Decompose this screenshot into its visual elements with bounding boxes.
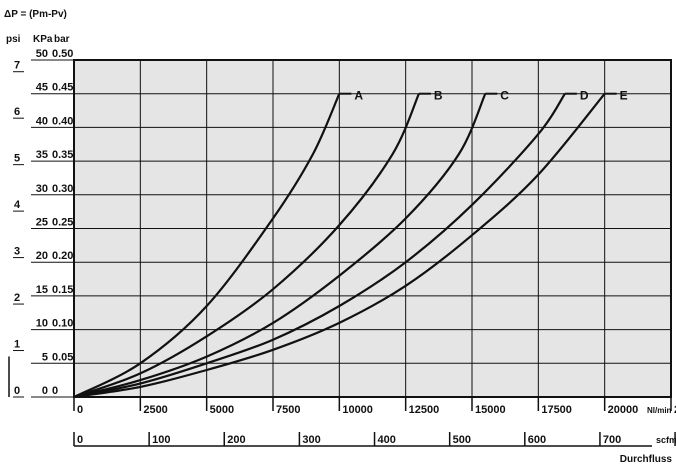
scfm-tick-label: 0 (77, 434, 83, 446)
nl-tick-label: 22500 (674, 404, 676, 416)
kpa-tick-label: 35 (36, 149, 48, 161)
psi-tick-label: 1 (14, 339, 20, 351)
bar-tick-label: 0.10 (52, 318, 73, 330)
nl-tick-label: 2500 (143, 404, 167, 416)
chart-title: ΔP = (Pm-Pv) (4, 9, 67, 20)
kpa-tick-label: 50 (36, 48, 48, 60)
bar-tick-label: 0.40 (52, 115, 73, 127)
bar-tick-label: 0.30 (52, 183, 73, 195)
kpa-tick-label: 20 (36, 250, 48, 262)
psi-tick-label: 5 (14, 153, 20, 165)
series-label-b: B (434, 89, 443, 103)
nl-unit-label: Nl/min (647, 406, 672, 415)
kpa-tick-label: 30 (36, 183, 48, 195)
kpa-tick-label: 40 (36, 115, 48, 127)
scfm-tick-label: 500 (453, 434, 471, 446)
scfm-tick-label: 700 (603, 434, 621, 446)
nl-tick-label: 5000 (210, 404, 234, 416)
series-line-a (73, 93, 341, 398)
kpa-tick-label: 10 (36, 318, 48, 330)
nl-tick-label: 10000 (342, 404, 373, 416)
unit-label-psi: psi (6, 34, 21, 45)
series-label-d: D (580, 89, 589, 103)
psi-tick-label: 3 (14, 246, 20, 258)
bar-tick-label: 0.45 (52, 82, 73, 94)
kpa-tick-label: 5 (42, 351, 48, 363)
nl-tick-label: 12500 (409, 404, 440, 416)
x-axis-label: Durchfluss (620, 454, 673, 465)
bar-tick-label: 0.50 (52, 48, 73, 60)
scfm-tick-label: 300 (302, 434, 320, 446)
scfm-tick-label: 200 (227, 434, 245, 446)
kpa-tick-label: 15 (36, 284, 48, 296)
series-line-e (73, 93, 606, 399)
bar-tick-label: 0.20 (52, 250, 73, 262)
bar-tick-label: 0.25 (52, 217, 73, 229)
series-label-c: C (500, 89, 509, 103)
psi-tick-label: 0 (14, 385, 20, 397)
series-lines: A B C D E (73, 89, 628, 399)
unit-label-kpa: KPa (33, 34, 53, 45)
psi-tick-label: 2 (14, 292, 20, 304)
bar-tick-label: 0.05 (52, 351, 73, 363)
scfm-unit-label: scfm (656, 435, 676, 445)
scfm-tick-label: 600 (528, 434, 546, 446)
nl-tick-label: 15000 (475, 404, 506, 416)
bar-tick-label: 0.15 (52, 284, 73, 296)
scfm-tick-label: 400 (378, 434, 396, 446)
scfm-tick-label: 100 (152, 434, 170, 446)
nl-tick-label: 0 (77, 404, 83, 416)
series-line-c (73, 93, 487, 399)
kpa-tick-label: 45 (36, 82, 48, 94)
x-axis-scfm: 0100200300400500600700800scfm (73, 432, 676, 447)
psi-tick-label: 6 (14, 106, 20, 118)
nl-tick-label: 20000 (608, 404, 639, 416)
nl-tick-label: 17500 (541, 404, 572, 416)
bar-tick-label: 0.35 (52, 149, 73, 161)
unit-label-bar: bar (54, 34, 70, 45)
kpa-tick-label: 25 (36, 217, 48, 229)
series-line-d (73, 93, 566, 399)
bar-tick-label: 0 (52, 385, 58, 397)
x-axis-nl: 0 2500 5000 7500 10000 12500 15000 17500 20000 22… (73, 397, 676, 416)
nl-tick-label: 7500 (276, 404, 300, 416)
grid-lines (74, 60, 672, 397)
psi-tick-label: 7 (14, 60, 20, 72)
series-label-e: E (620, 89, 628, 103)
psi-tick-label: 4 (14, 199, 21, 211)
kpa-tick-label: 0 (42, 385, 48, 397)
series-label-a: A (354, 89, 363, 103)
series-line-b (73, 93, 420, 399)
